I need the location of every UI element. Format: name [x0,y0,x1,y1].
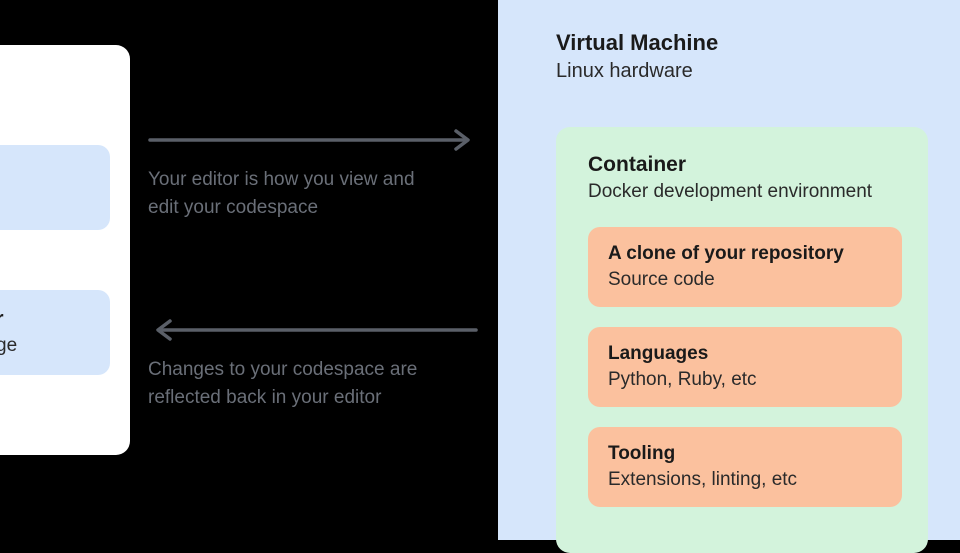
arrow-editor-to-vm: Your editor is how you view and edit you… [148,128,478,221]
desktop-title: ktop [0,163,92,186]
browser-sub: i, Edge [0,335,92,357]
vm-title: Virtual Machine [556,30,928,56]
vm-sub: Linux hardware [556,60,928,83]
browser-box: wser i, Edge [0,290,110,375]
arrow-left-icon [148,318,478,338]
languages-box: Languages Python, Ruby, etc [588,327,902,407]
repo-clone-title: A clone of your repository [608,243,882,265]
repo-clone-box: A clone of your repository Source code [588,227,902,307]
tooling-sub: Extensions, linting, etc [608,469,882,491]
arrow-vm-to-editor: Changes to your codespace are reflected … [148,318,478,411]
vm-panel: Virtual Machine Linux hardware Container… [498,0,960,540]
desktop-box: ktop on [0,145,110,230]
container-sub: Docker development environment [588,181,902,203]
editor-panel: ktop on wser i, Edge [0,45,130,455]
arrow-right-icon [148,128,478,148]
browser-title: wser [0,308,92,331]
arrow-bottom-caption: Changes to your codespace are reflected … [148,356,448,411]
arrow-top-caption: Your editor is how you view and edit you… [148,166,448,221]
languages-title: Languages [608,343,882,365]
container-title: Container [588,153,902,177]
desktop-sub: on [0,190,92,212]
languages-sub: Python, Ruby, etc [608,369,882,391]
container-box: Container Docker development environment… [556,127,928,553]
repo-clone-sub: Source code [608,269,882,291]
tooling-title: Tooling [608,443,882,465]
tooling-box: Tooling Extensions, linting, etc [588,427,902,507]
